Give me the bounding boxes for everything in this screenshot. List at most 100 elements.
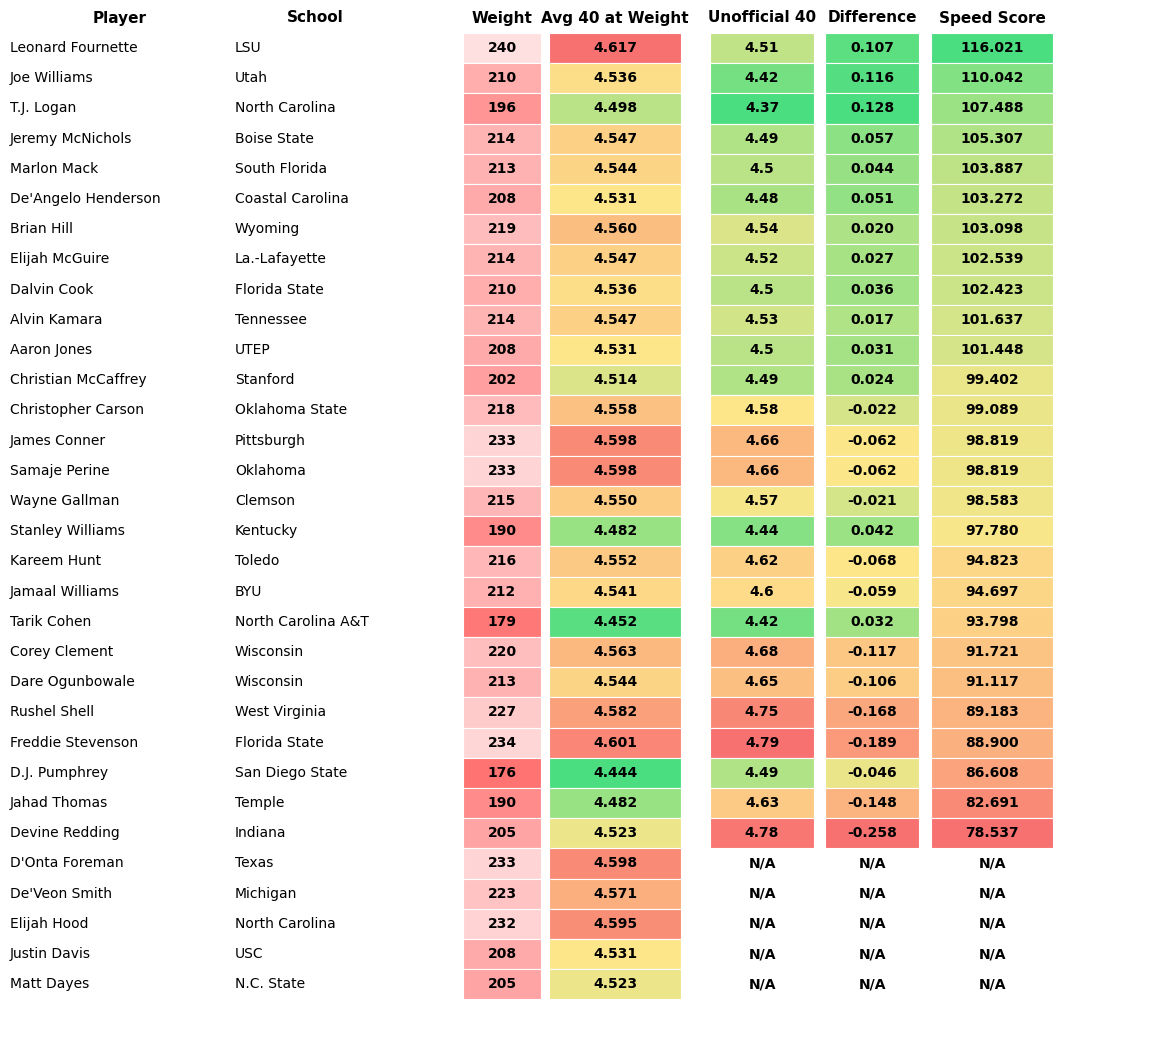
Bar [549,63,681,93]
Text: 4.523: 4.523 [593,826,637,841]
Bar [710,93,814,124]
Bar [931,426,1053,456]
Text: 4.598: 4.598 [593,434,637,448]
Bar [549,305,681,335]
Bar [710,788,814,818]
Text: 220: 220 [487,645,517,659]
Text: 4.601: 4.601 [593,736,637,750]
Text: Clemson: Clemson [235,494,295,508]
Text: 4.62: 4.62 [744,554,780,568]
Text: Marlon Mack: Marlon Mack [11,162,99,175]
Text: North Carolina: North Carolina [235,917,336,930]
Bar [825,577,919,607]
Text: 214: 214 [487,313,517,326]
Text: North Carolina: North Carolina [235,101,336,115]
Text: Stanford: Stanford [235,373,295,388]
Text: 4.531: 4.531 [593,343,637,357]
Text: N/A: N/A [858,977,885,992]
Text: Toledo: Toledo [235,554,279,568]
Bar [710,214,814,244]
Bar [463,63,541,93]
Text: 4.552: 4.552 [593,554,637,568]
Text: 4.547: 4.547 [593,132,637,146]
Text: 210: 210 [487,283,517,297]
Text: Tarik Cohen: Tarik Cohen [11,615,92,628]
Text: 232: 232 [487,917,517,930]
Text: 4.54: 4.54 [744,222,780,237]
Bar [463,939,541,969]
Text: -0.046: -0.046 [848,766,897,779]
Bar [931,275,1053,305]
Bar [463,305,541,335]
Bar [549,124,681,154]
Bar [710,275,814,305]
Bar [549,667,681,697]
Bar [825,154,919,184]
Text: 4.514: 4.514 [593,373,637,388]
Text: N/A: N/A [858,887,885,901]
Bar [931,365,1053,395]
Bar [825,788,919,818]
Text: 4.57: 4.57 [744,494,780,508]
Bar [825,486,919,516]
Text: 4.65: 4.65 [744,675,780,690]
Bar [549,93,681,124]
Text: South Florida: South Florida [235,162,328,175]
Text: 4.5: 4.5 [750,343,775,357]
Text: N/A: N/A [978,977,1006,992]
Text: Dalvin Cook: Dalvin Cook [11,283,94,297]
Text: Christian McCaffrey: Christian McCaffrey [11,373,147,388]
Bar [549,33,681,63]
Bar [825,728,919,758]
Text: D.J. Pumphrey: D.J. Pumphrey [11,766,108,779]
Text: Wyoming: Wyoming [235,222,301,237]
Text: N/A: N/A [748,887,776,901]
Text: 4.598: 4.598 [593,464,637,477]
Text: Unofficial 40: Unofficial 40 [708,11,816,25]
Text: -0.062: -0.062 [848,434,897,448]
Text: Leonard Fournette: Leonard Fournette [11,41,137,55]
Text: N/A: N/A [748,917,776,930]
Text: 4.42: 4.42 [744,71,780,86]
Bar [710,154,814,184]
Bar [549,365,681,395]
Text: Aaron Jones: Aaron Jones [11,343,92,357]
Text: Dare Ogunbowale: Dare Ogunbowale [11,675,135,690]
Text: Wayne Gallman: Wayne Gallman [11,494,120,508]
Bar [931,33,1053,63]
Bar [931,546,1053,577]
Text: 233: 233 [487,434,517,448]
Bar [463,909,541,939]
Bar [549,335,681,365]
Text: 4.541: 4.541 [593,585,637,599]
Bar [825,426,919,456]
Bar [825,184,919,214]
Text: 219: 219 [487,222,517,237]
Text: 4.482: 4.482 [593,796,637,810]
Bar [463,697,541,728]
Bar [931,93,1053,124]
Bar [463,395,541,426]
Text: 91.721: 91.721 [965,645,1019,659]
Text: Wisconsin: Wisconsin [235,645,304,659]
Bar [549,788,681,818]
Text: 4.63: 4.63 [744,796,780,810]
Text: Indiana: Indiana [235,826,286,841]
Bar [710,305,814,335]
Text: 4.531: 4.531 [593,192,637,206]
Text: 234: 234 [487,736,517,750]
Bar [549,214,681,244]
Bar [710,546,814,577]
Text: 212: 212 [487,585,517,599]
Bar [549,848,681,879]
Text: 4.498: 4.498 [593,101,637,115]
Text: Freddie Stevenson: Freddie Stevenson [11,736,139,750]
Bar [463,788,541,818]
Text: 205: 205 [487,977,517,992]
Bar [710,697,814,728]
Text: 0.024: 0.024 [850,373,893,388]
Bar [549,395,681,426]
Bar [463,275,541,305]
Text: 4.547: 4.547 [593,313,637,326]
Bar [463,546,541,577]
